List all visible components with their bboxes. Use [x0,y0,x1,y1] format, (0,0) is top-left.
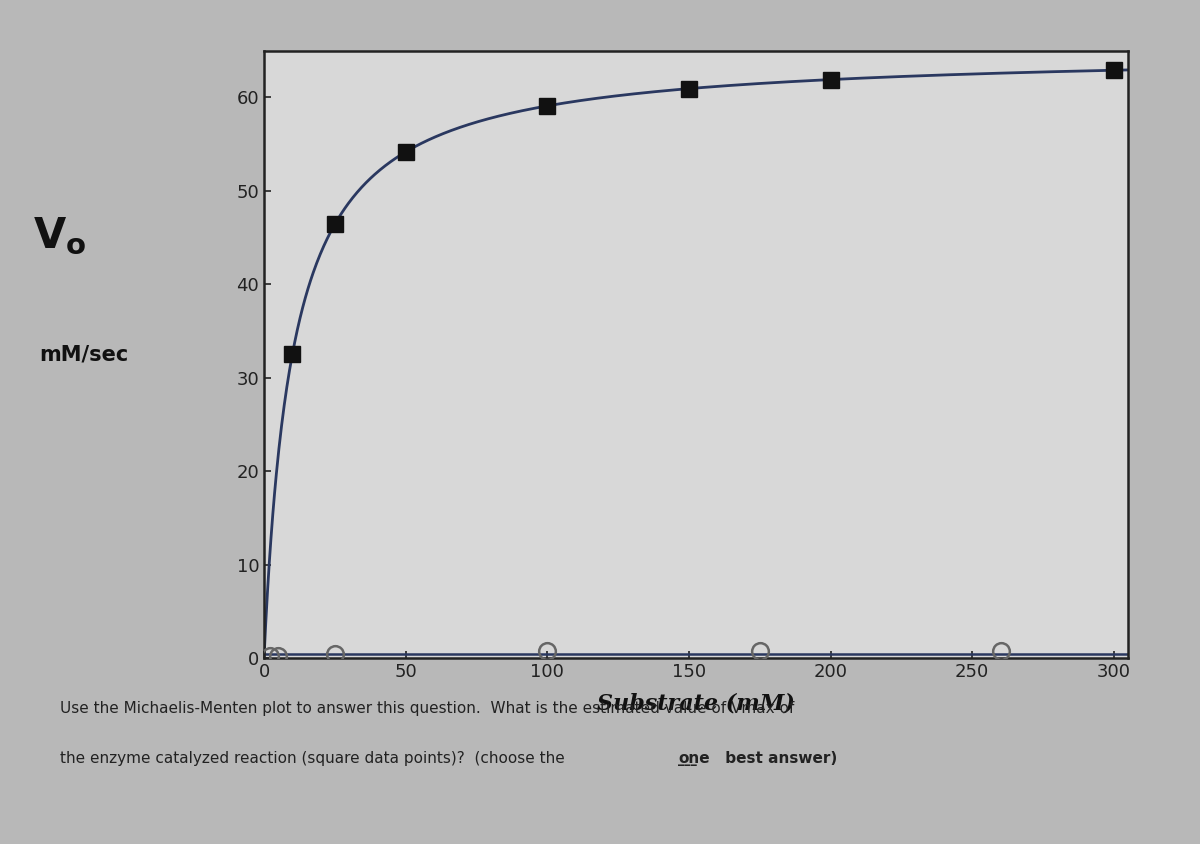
Text: ___: ___ [678,753,697,766]
Text: mM/sec: mM/sec [40,344,128,365]
Text: the enzyme catalyzed reaction (square data points)?  (choose the: the enzyme catalyzed reaction (square da… [60,751,570,766]
Text: one: one [678,751,709,766]
Text: Use the Michaelis-Menten plot to answer this question.  What is the estimated va: Use the Michaelis-Menten plot to answer … [60,701,794,716]
X-axis label: Substrate (mM): Substrate (mM) [598,692,794,714]
Text: $\mathbf{V_o}$: $\mathbf{V_o}$ [34,215,86,257]
Text: best answer): best answer) [720,751,838,766]
